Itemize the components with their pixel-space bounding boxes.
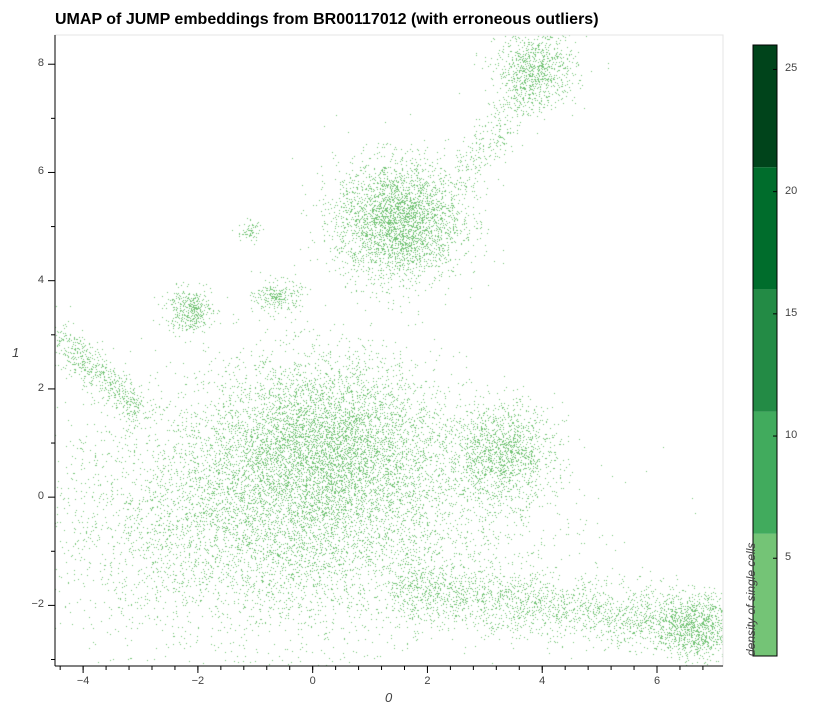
x-tick-label: −4	[76, 675, 90, 687]
colorbar-frame	[752, 44, 778, 657]
colorbar-bin	[753, 411, 777, 534]
colorbar-bin	[753, 289, 777, 412]
colorbar-tick-label: 25	[785, 62, 798, 75]
y-tick-label: 0	[37, 490, 44, 503]
colorbar-tick-label: 20	[785, 184, 798, 197]
plot-frame	[54, 34, 724, 667]
colorbar-tick-label: 15	[785, 306, 798, 319]
y-tick-label: 6	[37, 165, 44, 178]
chart-title: UMAP of JUMP embeddings from BR00117012 …	[55, 11, 599, 28]
y-axis-label: 1	[12, 345, 20, 360]
colorbar-bin	[753, 533, 777, 656]
y-tick-label: 4	[37, 273, 44, 286]
x-tick-label: 4	[539, 675, 546, 687]
colorbar-label: density of single cells	[744, 542, 758, 656]
y-tick-label: −2	[31, 598, 44, 611]
colorbar-bin	[753, 45, 777, 168]
x-tick-label: −2	[191, 675, 205, 687]
y-tick-label: 2	[37, 381, 44, 394]
y-tick-label: 8	[37, 57, 44, 70]
x-tick-label: 2	[424, 675, 431, 687]
colorbar-bin	[753, 167, 777, 290]
x-axis-label: 0	[385, 690, 393, 705]
colorbar-tick-label: 5	[785, 551, 792, 564]
x-tick-label: 0	[309, 675, 316, 687]
colorbar-tick-label: 10	[785, 429, 798, 442]
x-tick-label: 6	[653, 675, 661, 687]
